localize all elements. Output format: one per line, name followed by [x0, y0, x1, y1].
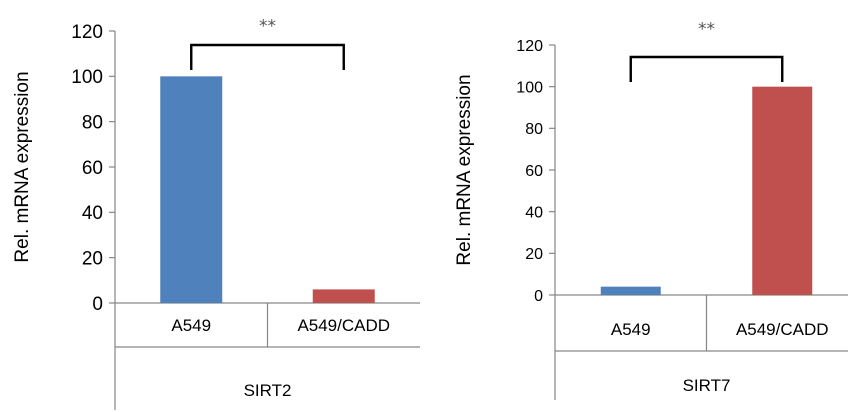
y-tick-label: 100 [516, 79, 543, 96]
y-tick-label: 80 [525, 121, 543, 138]
chart-sirt7: 0 20 40 60 80 100 120 A549 A549/CADD SIRT7 Rel. mR… [454, 20, 848, 400]
significance-bracket [629, 55, 784, 82]
bar-a549 [600, 286, 661, 295]
bar-a549 [160, 76, 223, 303]
y-tick-label: 60 [82, 158, 103, 179]
y-tick-label: 20 [82, 249, 103, 270]
category-label: A549 [611, 320, 651, 339]
group-label: SIRT7 [683, 376, 731, 395]
y-tick-label: 120 [71, 22, 103, 43]
y-tick-label: 100 [71, 67, 103, 88]
category-label: A549 [171, 316, 211, 335]
significance-label: ** [259, 17, 276, 37]
y-tick-label: 0 [534, 288, 543, 305]
y-axis-label: Rel. mRNA expression [454, 74, 475, 265]
y-tick-label: 20 [525, 246, 543, 263]
y-tick-label: 40 [525, 204, 543, 221]
chart-sirt2: 0 20 40 60 80 100 120 A549 A549/CADD SIRT2 Rel. mR… [12, 17, 420, 410]
significance-bracket [190, 43, 345, 70]
group-label: SIRT2 [244, 381, 292, 400]
y-axis-label: Rel. mRNA expression [12, 71, 33, 262]
bar-a549-cadd [752, 86, 813, 296]
y-tick-label: 0 [92, 294, 103, 315]
category-label: A549/CADD [297, 316, 390, 335]
y-tick-label: 60 [525, 163, 543, 180]
y-tick-label: 40 [82, 203, 103, 224]
significance-label: ** [698, 20, 715, 40]
y-tick-label: 80 [82, 113, 103, 134]
y-tick-label: 120 [516, 38, 543, 55]
category-label: A549/CADD [736, 320, 829, 339]
bar-a549-cadd [312, 289, 375, 303]
